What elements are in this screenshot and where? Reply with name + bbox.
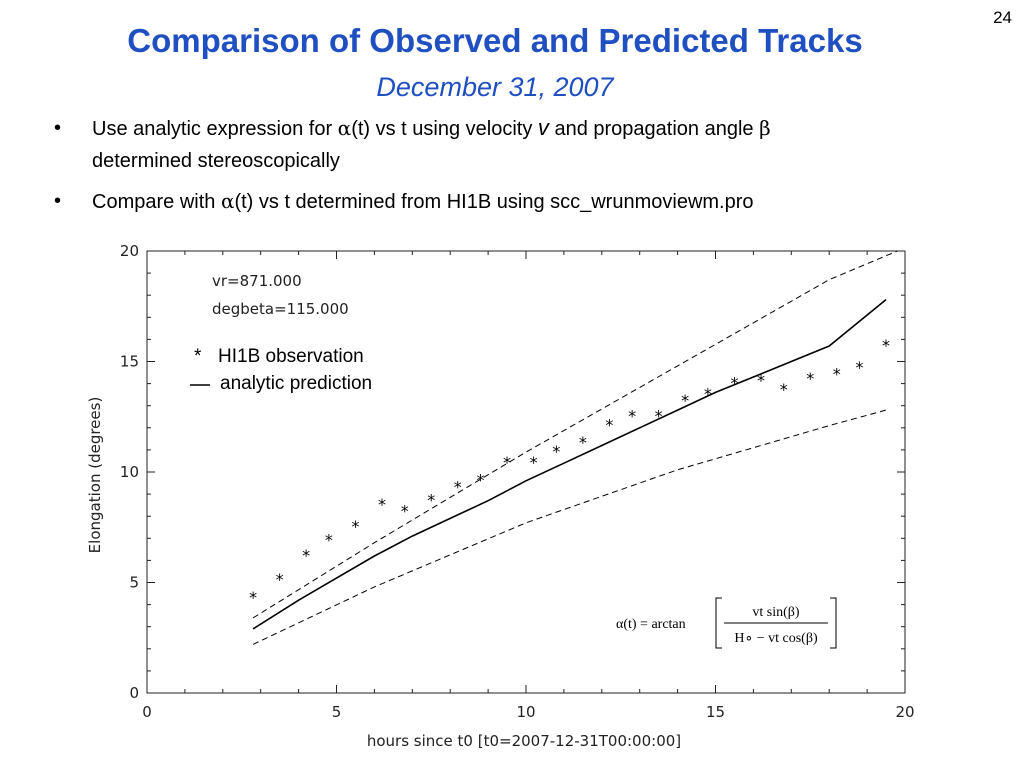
observation-point: *: [655, 407, 663, 426]
bound-line-2: [252, 250, 898, 619]
bullet-dot-icon: •: [54, 117, 62, 139]
page-number: 24: [993, 8, 1012, 27]
observation-point: *: [856, 358, 864, 377]
observation-point: *: [378, 495, 386, 514]
x-tick-label: 5: [332, 703, 342, 721]
y-tick-label: 15: [120, 353, 139, 371]
observation-point: *: [704, 384, 712, 403]
observation-point: *: [325, 530, 333, 549]
y-tick-label: 10: [120, 463, 139, 481]
y-tick-label: 5: [129, 574, 139, 592]
observation-point: *: [579, 433, 587, 452]
observation-point: *: [628, 407, 636, 426]
bullet-text: Compare with α(t) vs t determined from H…: [92, 189, 754, 213]
bullet-text: Use analytic expression for α(t) vs t us…: [92, 115, 771, 172]
bullet-item: • Use analytic expression for α(t) vs t …: [54, 112, 984, 177]
observation-point: *: [833, 365, 841, 384]
observation-point: *: [503, 453, 511, 472]
observation-point: *: [681, 391, 689, 410]
observation-point: *: [757, 371, 765, 390]
observation-point: *: [780, 380, 788, 399]
param-vr: vr=871.000: [212, 272, 302, 290]
x-tick-label: 15: [706, 703, 725, 721]
formula-denominator: H∘ − vt cos(β): [734, 631, 818, 646]
y-axis-label: Elongation (degrees): [86, 397, 104, 554]
observation-point: *: [276, 570, 284, 589]
bound-line-3: [252, 409, 887, 645]
observation-point: *: [530, 453, 538, 472]
x-tick-label: 20: [895, 703, 914, 721]
formula: α(t) = arctan vt sin(β) H∘ − vt cos(β): [616, 597, 837, 649]
observation-point: *: [454, 477, 462, 496]
x-axis-label: hours since t0 [t0=2007-12-31T00:00:00]: [367, 732, 681, 750]
bullet-list: • Use analytic expression for α(t) vs t …: [54, 112, 984, 226]
observation-point: *: [552, 442, 560, 461]
plot-lines: [252, 250, 898, 645]
y-tick-label: 0: [129, 684, 139, 702]
observation-point: *: [302, 546, 310, 565]
formula-lhs: α(t) = arctan: [616, 617, 686, 632]
observation-point: *: [605, 415, 613, 434]
legend-label-prediction: analytic prediction: [220, 373, 372, 394]
formula-numerator: vt sin(β): [752, 605, 800, 620]
param-degbeta: degbeta=115.000: [212, 300, 349, 318]
observation-point: *: [477, 471, 485, 490]
observation-point: *: [401, 502, 409, 521]
legend-marker-asterisk: *: [194, 346, 202, 367]
bullet-dot-icon: •: [54, 190, 62, 212]
slide-subtitle: December 31, 2007: [376, 72, 614, 102]
plot-points: * * * * * * * * * * * * * * * * * * * * * * * * * *: [249, 336, 890, 607]
bullet-item: • Compare with α(t) vs t determined from…: [54, 185, 984, 218]
observation-point: *: [351, 517, 359, 536]
y-tick-label: 20: [120, 242, 139, 260]
observation-point: *: [249, 588, 257, 607]
x-tick-label: 10: [516, 703, 535, 721]
legend-label-observation: HI1B observation: [218, 346, 364, 367]
slide-title: Comparison of Observed and Predicted Tra…: [127, 22, 863, 59]
prediction-line: [252, 298, 887, 630]
x-tick-label: 0: [142, 703, 152, 721]
observation-point: *: [806, 369, 814, 388]
plot-ticks: 0 5 10 15 20 0 5 10 15 20: [120, 242, 915, 721]
observation-point: *: [730, 373, 738, 392]
observation-point: *: [427, 491, 435, 510]
observation-point: *: [882, 336, 890, 355]
